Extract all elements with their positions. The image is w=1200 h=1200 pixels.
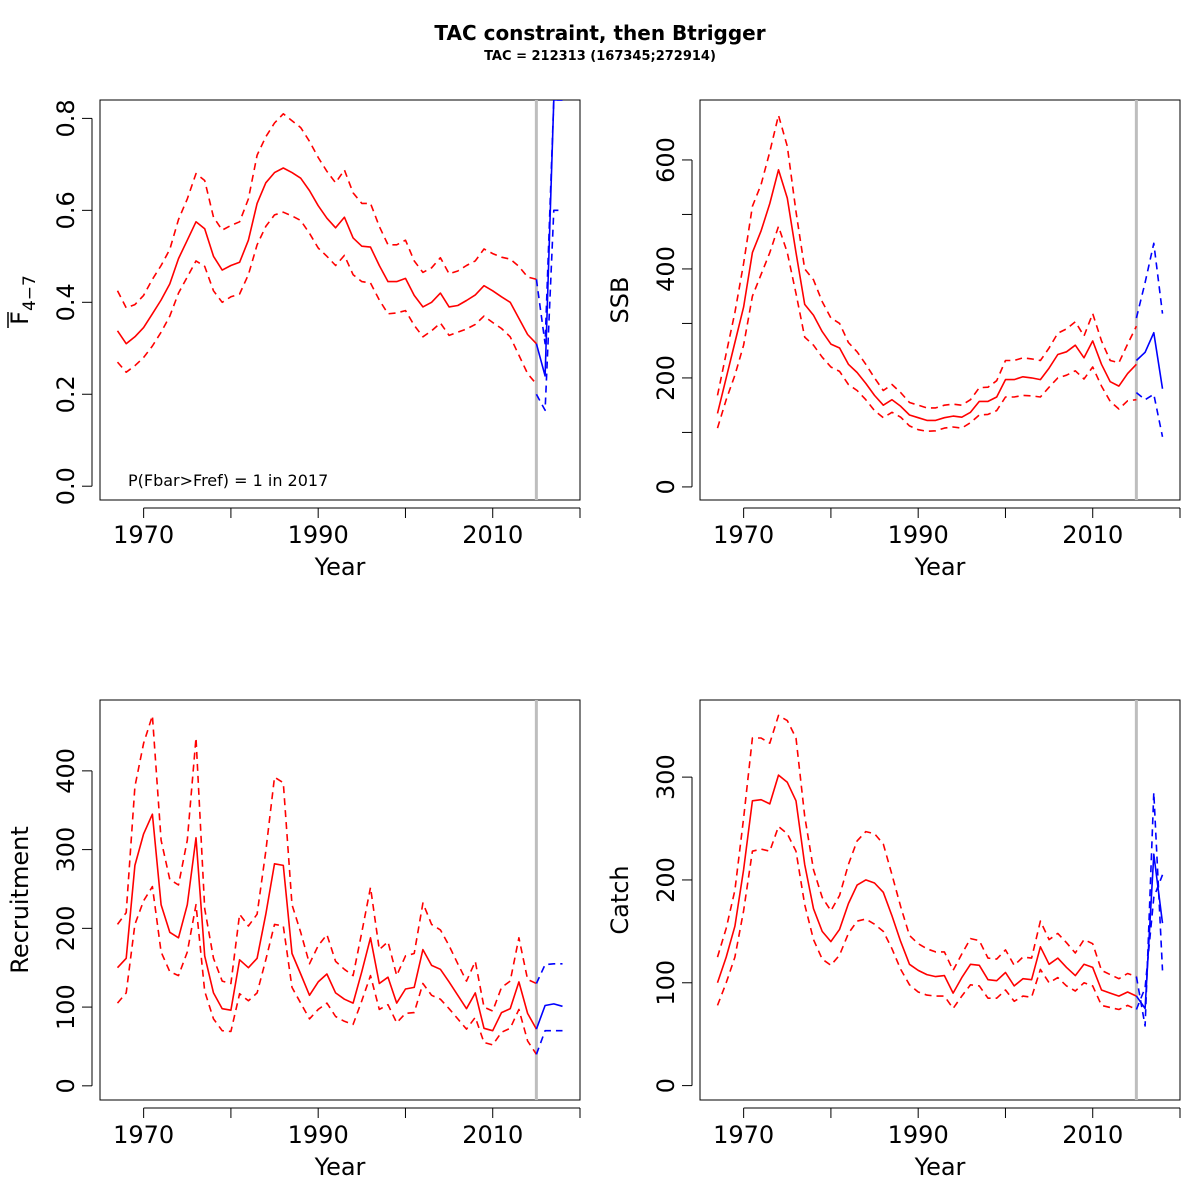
historic-lower-line (116, 211, 538, 385)
y-tick-label: 0 (652, 479, 680, 494)
projection-upper-line (535, 962, 563, 984)
historic-lower-line (116, 885, 538, 1055)
x-axis-label: Year (314, 553, 366, 581)
y-tick-label: 200 (652, 355, 680, 401)
x-tick-label: 1970 (113, 521, 174, 549)
x-tick-label: 1990 (288, 1121, 349, 1149)
y-axis-label-subscript: 4−7 (20, 275, 40, 311)
plot-area (116, 714, 563, 1055)
x-axis-label: Year (314, 1153, 366, 1181)
projection-median-line (535, 1003, 563, 1030)
historic-median-line (116, 813, 538, 1032)
projection-upper-line (1135, 242, 1164, 319)
y-axis-label: F4−7 (6, 275, 40, 325)
y-axis-label: SSB (606, 277, 634, 324)
historic-lower-line (716, 825, 1137, 1011)
x-tick-label: 1990 (288, 521, 349, 549)
projection-lower-line (1135, 391, 1164, 437)
y-tick-label: 0.8 (52, 99, 80, 137)
projection-lower-line (1135, 791, 1164, 1027)
x-tick-label: 2010 (462, 1121, 523, 1149)
y-tick-label: 100 (52, 984, 80, 1030)
x-tick-label: 1970 (713, 521, 774, 549)
y-tick-label: 0.2 (52, 375, 80, 413)
x-axis-label: Year (914, 1153, 966, 1181)
y-tick-label: 100 (652, 960, 680, 1006)
projection-median-line (535, 100, 563, 377)
panel-fbar: 1970 1990 2010 Year 0.0 0.2 0.4 0.6 0.8 F4−7 P(Fba… (6, 99, 581, 581)
x-tick-label: 2010 (1062, 1121, 1123, 1149)
plot-frame (99, 699, 581, 1101)
historic-upper-line (716, 714, 1137, 980)
plot-area (716, 714, 1164, 1027)
plot-frame (99, 99, 581, 501)
y-tick-label: 0 (652, 1078, 680, 1093)
y-tick-label: 0 (52, 1078, 80, 1093)
x-tick-label: 1970 (113, 1121, 174, 1149)
plot-area (116, 100, 563, 412)
y-axis-label: Catch (606, 865, 634, 934)
x-tick-label: 1990 (888, 521, 949, 549)
panels: 1970 1990 2010 Year 0.0 0.2 0.4 0.6 0.8 F4−7 P(Fba… (6, 99, 1181, 1181)
y-axis-label-main: F (6, 311, 34, 325)
x-tick-label: 1970 (713, 1121, 774, 1149)
probability-annotation: P(Fbar>Fref) = 1 in 2017 (128, 471, 328, 490)
x-tick-label: 2010 (1062, 521, 1123, 549)
historic-lower-line (716, 225, 1137, 433)
y-tick-label: 0.0 (52, 467, 80, 505)
plot-frame (699, 99, 1181, 501)
historic-median-line (716, 774, 1137, 997)
figure-subtitle: TAC = 212313 (167345;272914) (484, 49, 716, 64)
projection-lower-line (535, 1029, 563, 1055)
panel-ssb: 1970 1990 2010 Year 0 200 400 600 SSB (606, 99, 1181, 581)
y-tick-label: 600 (652, 137, 680, 183)
panel-recruitment: 1970 1990 2010 Year 0 100 200 300 400 Recruitment (6, 699, 581, 1181)
y-tick-label: 300 (52, 827, 80, 873)
y-tick-label: 0.6 (52, 191, 80, 229)
y-tick-label: 0.4 (52, 283, 80, 321)
y-axis-label: Recruitment (6, 826, 34, 973)
y-tick-label: 400 (52, 748, 80, 794)
plot-frame (699, 699, 1181, 1101)
historic-median-line (116, 167, 537, 345)
historic-upper-line (116, 113, 537, 309)
x-tick-label: 1990 (888, 1121, 949, 1149)
projection-median-line (1135, 853, 1164, 1010)
projection-median-line (1135, 331, 1164, 389)
historic-upper-line (716, 114, 1138, 409)
y-tick-label: 200 (52, 905, 80, 951)
figure-title: TAC constraint, then Btrigger (434, 21, 765, 45)
panel-catch: 1970 1990 2010 Year 0 100 200 300 Catch (606, 699, 1181, 1181)
y-tick-label: 200 (652, 857, 680, 903)
plot-area (716, 114, 1164, 437)
historic-upper-line (116, 714, 537, 1012)
y-tick-label: 400 (652, 246, 680, 292)
historic-median-line (716, 169, 1137, 422)
x-axis-label: Year (914, 553, 966, 581)
x-tick-label: 2010 (462, 521, 523, 549)
y-tick-label: 300 (652, 754, 680, 800)
projection-lower-line (535, 209, 563, 412)
